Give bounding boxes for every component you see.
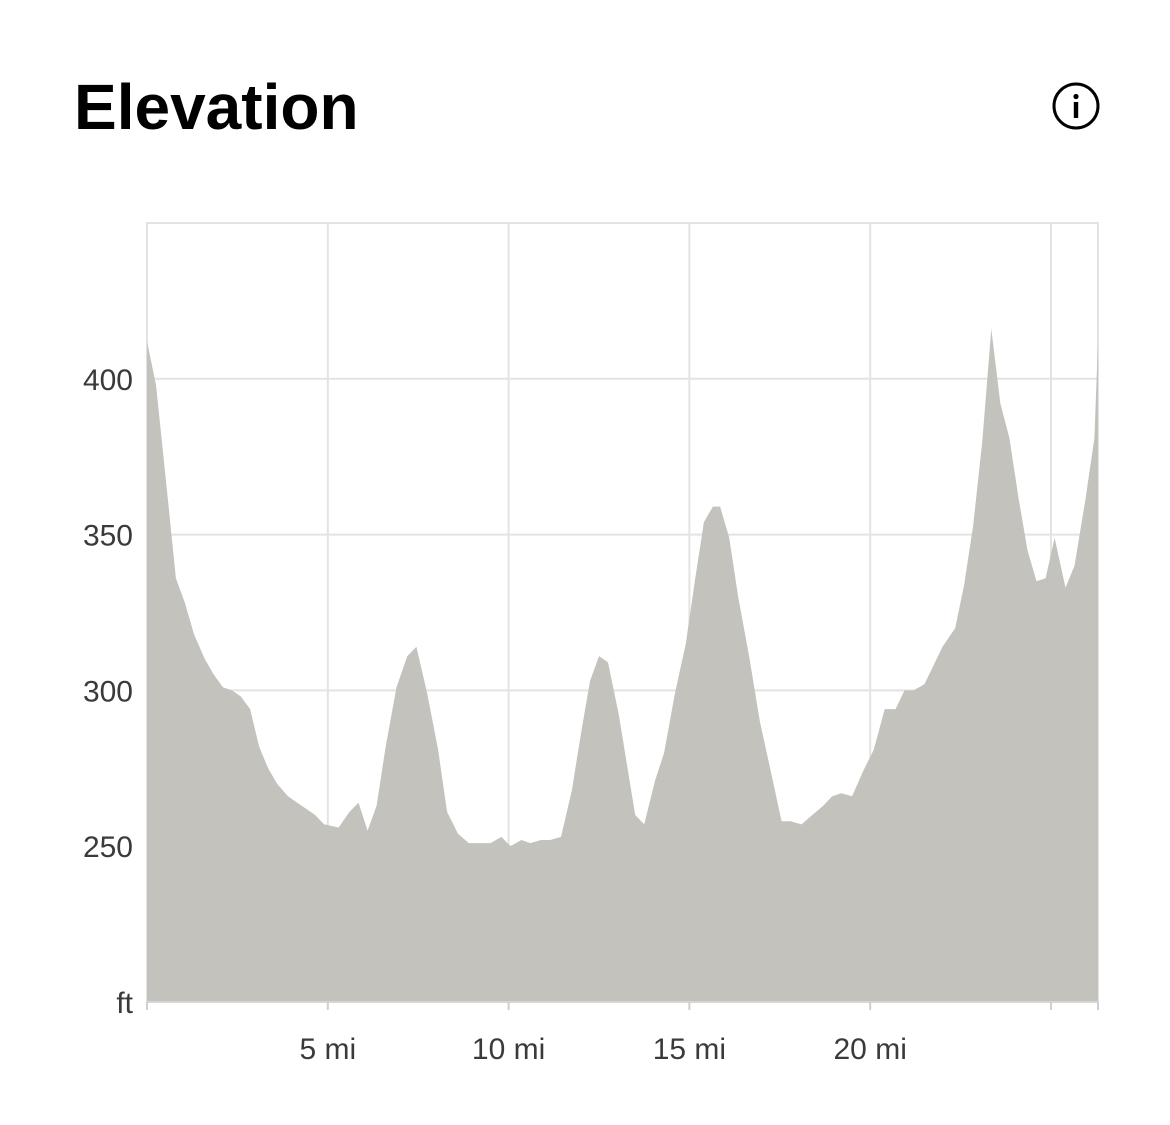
chart-area-layer	[147, 328, 1098, 1002]
info-icon	[1052, 82, 1100, 130]
chart-labels: 250 300 350 400 ft 5 mi 10 mi 15 mi 20 mi	[83, 364, 907, 1066]
y-unit-label: ft	[116, 987, 133, 1020]
info-button[interactable]	[1052, 82, 1100, 130]
y-tick-label-400: 400	[83, 364, 133, 397]
x-tick-label-20: 20 mi	[834, 1033, 907, 1066]
chart-axes	[146, 1001, 1099, 1010]
y-tick-label-250: 250	[83, 831, 133, 864]
x-tick-label-15: 15 mi	[653, 1033, 726, 1066]
page-title: Elevation	[74, 71, 359, 143]
y-tick-label-300: 300	[83, 675, 133, 708]
header: Elevation	[74, 62, 1100, 152]
y-tick-label-350: 350	[83, 520, 133, 553]
x-tick-label-5: 5 mi	[299, 1033, 356, 1066]
elevation-area	[147, 328, 1098, 1002]
x-tick-label-10: 10 mi	[472, 1033, 545, 1066]
